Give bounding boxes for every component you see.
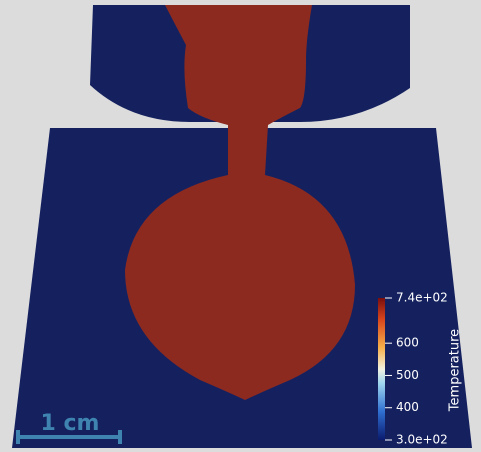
colorbar-title: Temperature: [448, 329, 463, 412]
colorbar-tick-label: 400: [396, 400, 419, 414]
colorbar: [378, 298, 385, 440]
colorbar-tick-label: 500: [396, 368, 419, 382]
colorbar-tick-label: 3.0e+02: [396, 433, 448, 447]
page: {"colorbar": {"title": "Temperature", "r…: [0, 0, 481, 448]
scale-bar-label: 1 cm: [41, 411, 100, 436]
colorbar-tick-label: 600: [396, 336, 419, 350]
colorbar-tick-label: 7.4e+02: [396, 291, 448, 305]
scene: Temperature 1 cm 7.4e+02 600 500 400 3.0e+02: [0, 0, 481, 448]
